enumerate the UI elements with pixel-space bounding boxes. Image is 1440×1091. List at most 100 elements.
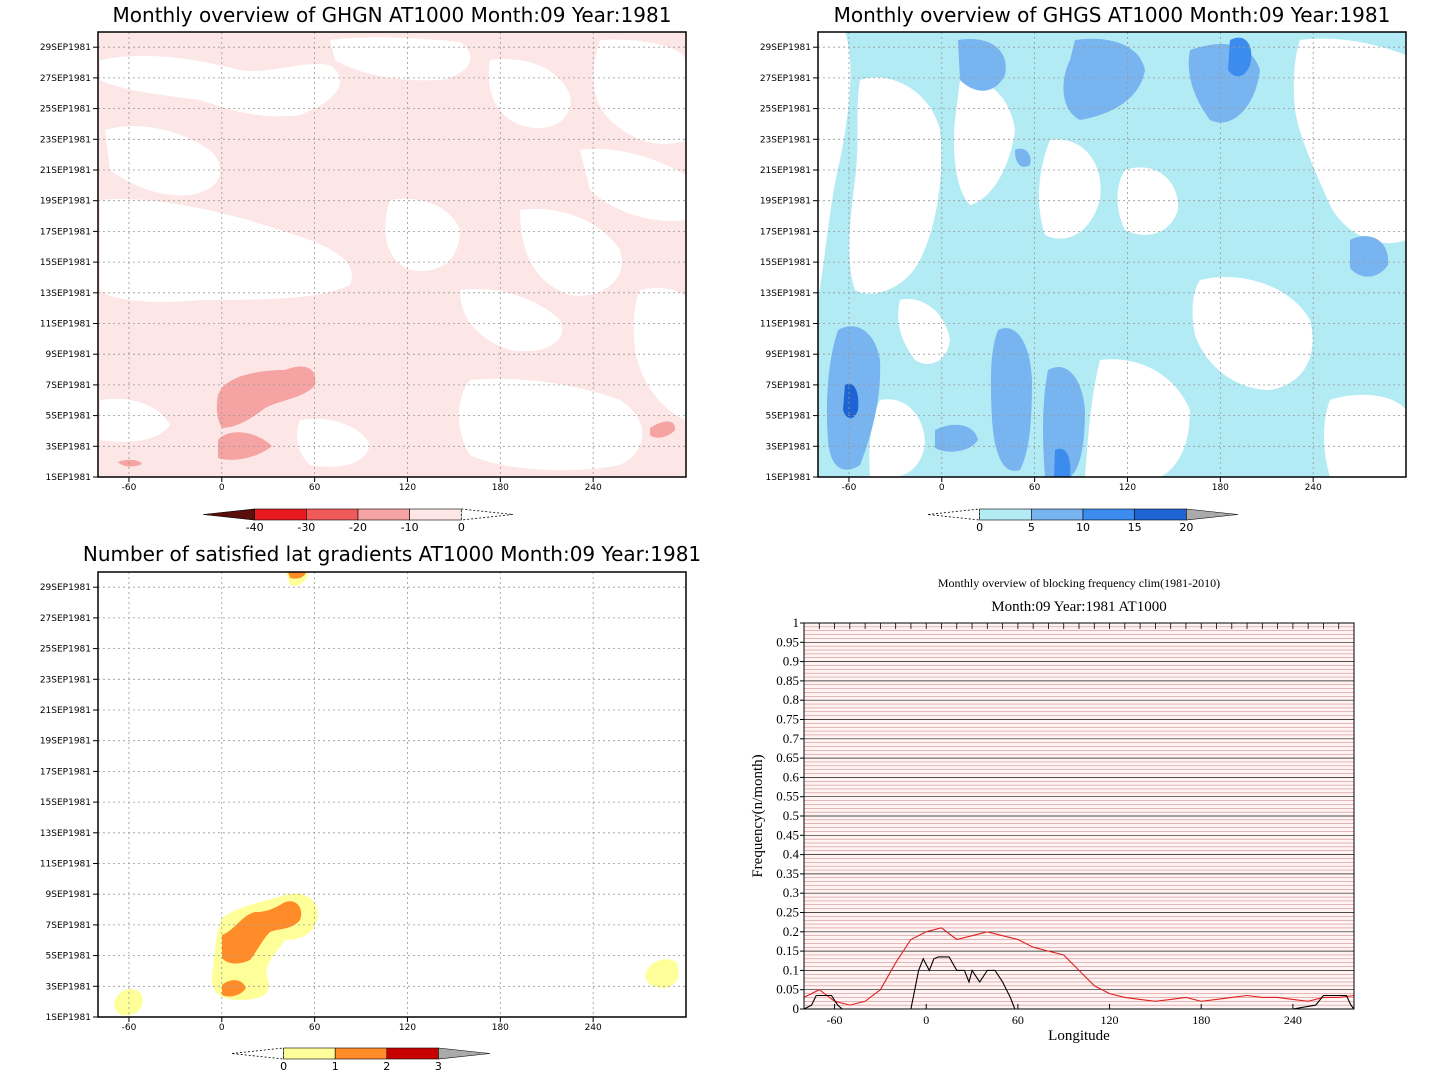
blocking-title: Monthly overview of blocking frequency c… [938, 576, 1220, 590]
lat-gradients-level-0-region [114, 988, 143, 1016]
colorbar-label: 3 [435, 1060, 442, 1073]
y-tick-label: 13SEP1981 [40, 289, 91, 299]
ghgs-white-region [869, 399, 925, 477]
ghgs-level-10-region [1054, 448, 1071, 477]
y-tick-label: 0.35 [776, 866, 799, 881]
blocking-ylabel: Frequency(n/month) [750, 754, 766, 877]
ghgs-white-region [1117, 167, 1179, 235]
ghgs-white-region [1038, 139, 1101, 239]
x-tick-label: 60 [1012, 1013, 1024, 1027]
lat-gradients-field [98, 572, 686, 1017]
ghgs-white-region [1192, 276, 1313, 390]
colorbar-swatch [306, 508, 359, 521]
y-tick-label: 27SEP1981 [760, 74, 811, 84]
colorbar-swatch [1031, 508, 1084, 521]
ghgs-white-region [1085, 359, 1190, 477]
x-tick-label: 120 [399, 1023, 416, 1033]
y-tick-label: 19SEP1981 [760, 197, 811, 207]
y-tick-label: 17SEP1981 [760, 227, 811, 237]
y-tick-label: 21SEP1981 [40, 166, 91, 176]
colorbar-swatch [979, 508, 1032, 521]
x-tick-label: 0 [219, 483, 225, 493]
ghgn-white-region [488, 59, 571, 129]
y-tick-label: 0 [793, 1001, 800, 1016]
lat-gradients-level-1-region [222, 980, 246, 997]
y-tick-label: 1SEP1981 [46, 1013, 91, 1023]
ghgs-level-5-region [935, 424, 978, 452]
y-tick-label: 0.6 [783, 769, 800, 784]
lat-gradients-frame [97, 571, 687, 1018]
y-tick-label: 0.3 [783, 885, 799, 900]
blocking-grid [803, 622, 1355, 1010]
colorbar-end-arrow [1186, 508, 1239, 521]
ghgn-white-region [460, 289, 562, 352]
colorbar-end-arrow [438, 1047, 491, 1060]
ghgs-title: Monthly overview of GHGS AT1000 Month:09… [834, 3, 1391, 27]
y-tick-label: 5SEP1981 [46, 412, 91, 422]
x-tick-label: 120 [399, 483, 416, 493]
x-tick-label: 120 [1119, 483, 1136, 493]
colorbar-swatch [334, 1047, 388, 1060]
colorbar-label: 15 [1128, 521, 1142, 534]
lat-gradients-x-axis: -60 0 60 120 180 240 [122, 1017, 602, 1033]
lat-gradients-level-1-region [288, 572, 306, 579]
x-tick-label: -60 [122, 1023, 137, 1033]
colorbar-label: -30 [297, 521, 315, 534]
y-tick-label: 7SEP1981 [46, 921, 91, 931]
y-tick-label: 0.15 [776, 943, 799, 958]
ghgn-white-region [100, 398, 170, 442]
x-tick-label: 120 [1101, 1013, 1119, 1027]
y-tick-label: 17SEP1981 [40, 767, 91, 777]
ghgn-frame [97, 31, 687, 478]
ghgs-white-region [849, 77, 942, 294]
x-tick-label: 240 [585, 1023, 602, 1033]
ghgn-field [98, 32, 686, 477]
ghgn-white-region [458, 378, 643, 471]
ghgn-white-region [297, 418, 370, 467]
y-tick-label: 23SEP1981 [40, 135, 91, 145]
ghgn-panel: Monthly overview of GHGN AT1000 Month:09… [40, 3, 687, 534]
ghgs-y-axis: 1SEP1981 3SEP1981 5SEP1981 7SEP1981 9SEP1981… [760, 43, 818, 483]
blocking-xlabel: Longitude [1048, 1028, 1110, 1044]
lat-gradients-y-axis: 1SEP1981 3SEP1981 5SEP1981 7SEP1981 9SEP1981… [40, 583, 98, 1023]
colorbar-label: -10 [401, 521, 419, 534]
ghgn-white-region [593, 39, 686, 144]
x-tick-label: 180 [1212, 483, 1229, 493]
ghgn-white-region [100, 55, 340, 117]
ghgn-grid [98, 32, 686, 478]
ghgs-x-axis: -60 0 60 120 180 240 [842, 477, 1322, 493]
y-tick-label: 0.25 [776, 905, 799, 920]
y-tick-label: 17SEP1981 [40, 227, 91, 237]
x-tick-label: -60 [122, 483, 137, 493]
colorbar-label: 0 [458, 521, 465, 534]
climatology-line [803, 927, 1355, 1006]
x-tick-label: 0 [923, 1013, 929, 1027]
colorbar-label: 20 [1179, 521, 1193, 534]
ghgn-y-axis: 1SEP1981 3SEP1981 5SEP1981 7SEP1981 9SEP1981… [40, 43, 98, 483]
y-tick-label: 27SEP1981 [40, 74, 91, 84]
ghgn-negative-region [216, 366, 316, 428]
ghgs-white-region [1324, 394, 1406, 477]
y-tick-label: 29SEP1981 [40, 43, 91, 53]
y-tick-label: 11SEP1981 [40, 860, 91, 870]
ghgn-negative-region [650, 421, 676, 438]
y-tick-label: 19SEP1981 [40, 197, 91, 207]
x-tick-label: 60 [1029, 483, 1041, 493]
ghgs-panel: Monthly overview of GHGS AT1000 Month:09… [760, 3, 1407, 534]
colorbar-swatch [283, 1047, 336, 1060]
y-tick-label: 15SEP1981 [40, 258, 91, 268]
ghgs-level-5-region [1350, 236, 1389, 277]
y-tick-label: 21SEP1981 [760, 166, 811, 176]
y-tick-label: 0.75 [776, 712, 799, 727]
y-tick-label: 0.5 [783, 808, 799, 823]
y-tick-label: 3SEP1981 [46, 442, 91, 452]
y-tick-label: 25SEP1981 [760, 105, 811, 115]
lat-gradients-title: Number of satisfied lat gradients AT1000… [83, 542, 701, 566]
y-tick-label: 0.45 [776, 827, 799, 842]
y-tick-label: 0.65 [776, 750, 799, 765]
colorbar-label: 2 [383, 1060, 390, 1073]
y-tick-label: 0.95 [776, 634, 799, 649]
y-tick-label: 9SEP1981 [766, 350, 811, 360]
y-tick-label: 0.4 [783, 847, 800, 862]
